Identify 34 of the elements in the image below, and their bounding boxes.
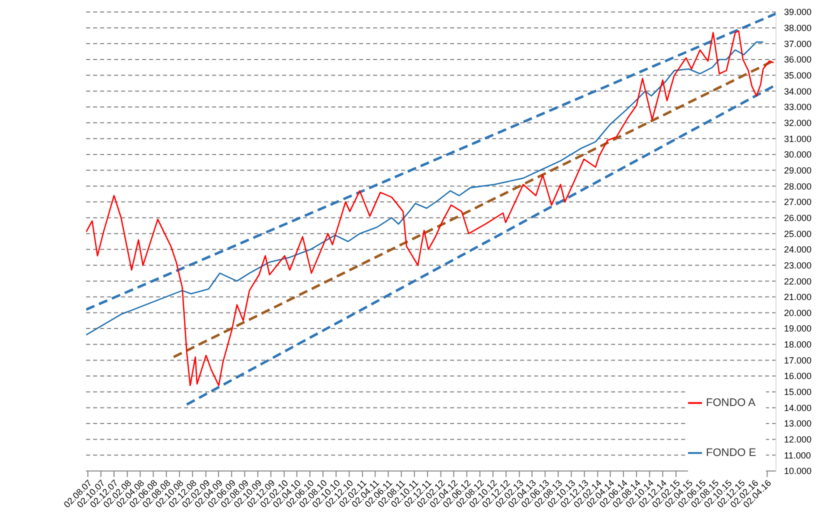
line-series	[86, 30, 774, 386]
legend-label: FONDO A	[706, 397, 756, 409]
y-tick-label: 18.000	[784, 340, 812, 350]
y-tick-label: 13.000	[784, 418, 812, 429]
y-tick-label: 17.000	[784, 355, 812, 366]
y-tick-label: 16.000	[784, 371, 812, 382]
y-tick-label: 19.000	[784, 324, 812, 334]
y-tick-label: 20.000	[784, 308, 812, 318]
y-tick-label: 12.000	[784, 434, 812, 445]
legend-label: FONDO E	[706, 447, 756, 459]
line-series	[86, 41, 764, 336]
y-tick-label: 30.000	[784, 150, 812, 160]
y-tick-label: 39.000	[784, 7, 812, 18]
y-tick-label: 34.000	[784, 86, 812, 96]
y-tick-label: 38.000	[784, 23, 812, 34]
y-tick-label: 28.000	[784, 181, 812, 192]
y-tick-label: 32.000	[784, 118, 812, 128]
y-tick-label: 25.000	[784, 228, 812, 239]
y-tick-label: 37.000	[784, 38, 812, 49]
y-tick-label: 26.000	[784, 212, 812, 223]
y-tick-label: 11.000	[784, 450, 811, 460]
y-tick-label: 15.000	[784, 387, 812, 398]
y-tick-label: 14.000	[784, 402, 812, 413]
y-tick-label: 35.000	[784, 70, 812, 81]
y-tick-label: 29.000	[784, 165, 812, 176]
y-tick-label: 27.000	[784, 197, 812, 208]
y-tick-label: 31.000	[784, 134, 812, 144]
y-tick-label: 23.000	[784, 260, 812, 270]
y-tick-label: 24.000	[784, 244, 812, 255]
y-tick-label: 22.000	[784, 276, 812, 286]
y-tick-label: 36.000	[784, 54, 812, 65]
y-tick-label: 10.000	[784, 466, 812, 476]
y-tick-label: 33.000	[784, 102, 812, 112]
y-tick-label: 21.000	[784, 292, 812, 302]
